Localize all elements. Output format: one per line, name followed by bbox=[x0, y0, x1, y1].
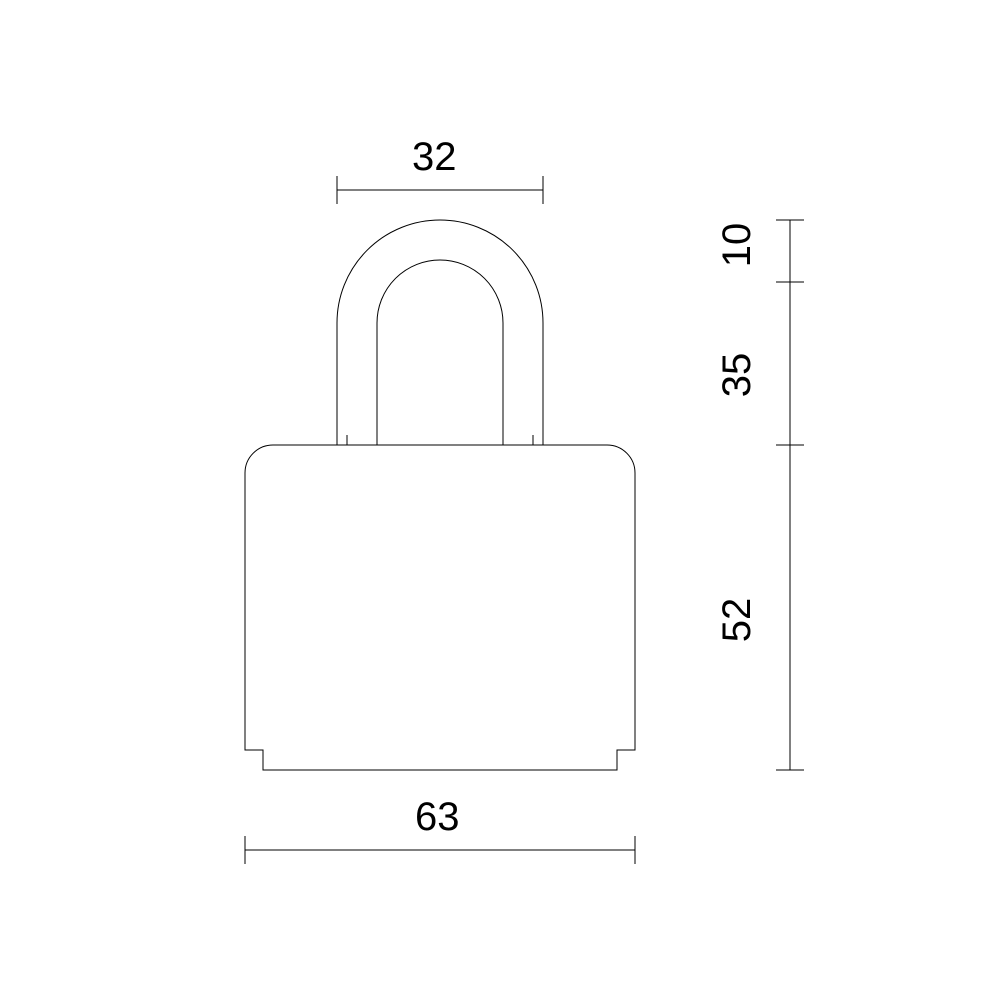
shackle-inner bbox=[377, 260, 503, 445]
dim-shackle-width-label: 32 bbox=[412, 135, 457, 179]
dim-right-label-0: 10 bbox=[715, 223, 759, 268]
shackle-outer bbox=[337, 220, 543, 445]
dim-right-label-2: 52 bbox=[715, 598, 759, 643]
lock-body bbox=[245, 445, 635, 770]
padlock-dimension-diagram: 32 63 10 35 52 bbox=[0, 0, 1000, 1000]
dim-right-label-1: 35 bbox=[715, 353, 759, 398]
dim-body-width-label: 63 bbox=[415, 795, 460, 839]
